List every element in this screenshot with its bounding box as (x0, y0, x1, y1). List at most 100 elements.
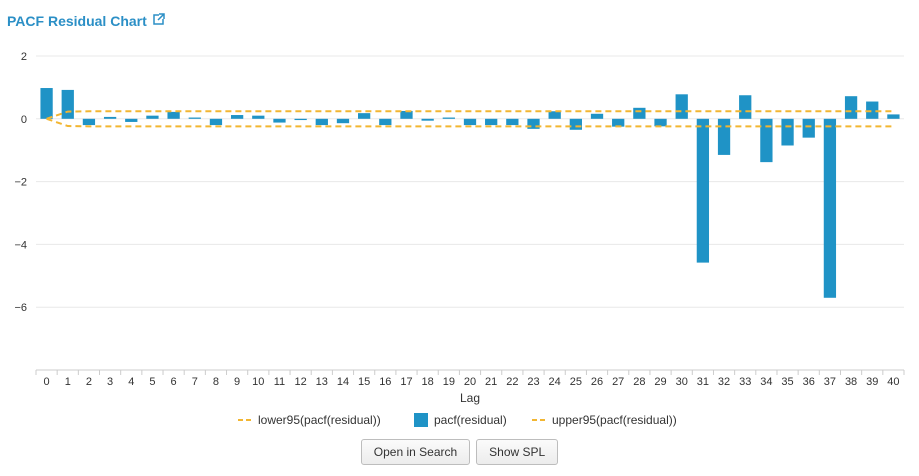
y-axis: 2 0 −2 −4 −6 (14, 51, 27, 314)
legend-item-label[interactable]: lower95(pacf(residual)) (258, 413, 381, 427)
x-tick-label: 23 (527, 376, 539, 388)
pacf-chart: 20−2−4−6 0 1 2 3 4 5 6 7 8 9 10 11 12 13 14 15 16 17 18 19 2… (14, 51, 905, 427)
bar[interactable] (336, 118, 350, 124)
x-tick-label: 21 (485, 376, 497, 388)
bar[interactable] (590, 113, 604, 119)
x-tick-label: 9 (234, 376, 240, 388)
bar[interactable] (209, 118, 223, 126)
x-tick-label: 19 (443, 376, 455, 388)
x-tick-label: 13 (316, 376, 328, 388)
legend-item-label[interactable]: pacf(residual) (434, 413, 507, 427)
legend-swatch (414, 413, 428, 427)
x-tick-label: 20 (464, 376, 476, 388)
bar[interactable] (273, 118, 286, 123)
legend-item-label[interactable]: upper95(pacf(residual)) (552, 413, 677, 427)
bar[interactable] (421, 118, 434, 121)
x-tick-label: 3 (107, 376, 113, 388)
x-tick-label: 0 (44, 376, 50, 388)
bar[interactable] (781, 118, 794, 146)
x-tick-label: 1 (65, 376, 71, 388)
bar[interactable] (146, 115, 159, 119)
bar[interactable] (463, 118, 477, 126)
x-tick-label: 11 (274, 376, 285, 388)
bar[interactable] (802, 118, 815, 138)
action-buttons: Open in Search Show SPL (0, 439, 919, 465)
x-tick-label: 36 (803, 376, 815, 388)
bar[interactable] (82, 118, 96, 126)
bar[interactable] (40, 88, 53, 119)
bar[interactable] (760, 118, 773, 163)
bar[interactable] (61, 89, 74, 119)
bar[interactable] (167, 111, 180, 119)
bar[interactable] (188, 117, 201, 119)
x-tick-label: 4 (128, 376, 134, 388)
bar[interactable] (675, 94, 688, 119)
x-tick-label: 35 (781, 376, 793, 388)
bar[interactable] (506, 118, 519, 126)
x-tick-label: 8 (213, 376, 219, 388)
x-tick-label: 18 (422, 376, 434, 388)
x-tick-label: 14 (337, 376, 349, 388)
bar[interactable] (633, 107, 646, 119)
x-tick-label: 6 (171, 376, 177, 388)
bar[interactable] (612, 118, 625, 127)
bar[interactable] (230, 115, 244, 119)
x-tick-label: 2 (86, 376, 92, 388)
bar[interactable] (887, 114, 900, 119)
band-lines (46, 110, 894, 128)
bar[interactable] (294, 118, 307, 121)
bar[interactable] (866, 101, 879, 119)
x-tick-label: 12 (295, 376, 307, 388)
bar[interactable] (527, 118, 540, 129)
x-tick-label: 24 (549, 376, 561, 388)
y-tick-label: −2 (14, 177, 27, 189)
bar[interactable] (379, 118, 392, 126)
x-tick-label: 29 (654, 376, 666, 388)
bar[interactable] (125, 118, 138, 122)
x-tick-label: 28 (633, 376, 645, 388)
bar[interactable] (569, 118, 582, 130)
y-tick-label: −4 (14, 239, 27, 251)
legend: lower95(pacf(residual)) pacf(residual) upp… (238, 413, 677, 427)
x-tick-label: 15 (358, 376, 370, 388)
bar[interactable] (654, 118, 667, 127)
bar[interactable] (823, 118, 837, 298)
x-axis-title: Lag (460, 391, 480, 405)
x-tick-label: 34 (760, 376, 772, 388)
show-spl-button[interactable]: Show SPL (476, 439, 559, 465)
bar[interactable] (739, 95, 752, 119)
grid-lines (36, 55, 904, 308)
bar[interactable] (717, 118, 731, 155)
x-axis: 0 1 2 3 4 5 6 7 8 9 10 11 12 13 14 15 16 17 18 19 20 21 22 23 24… (35, 369, 905, 388)
x-tick-label: 27 (612, 376, 624, 388)
external-link-icon[interactable] (153, 12, 165, 30)
bar[interactable] (103, 116, 117, 119)
bar[interactable] (252, 115, 265, 119)
x-tick-label: 26 (591, 376, 603, 388)
x-tick-label: 30 (676, 376, 688, 388)
x-tick-label: 5 (149, 376, 155, 388)
bar[interactable] (548, 111, 561, 119)
chart-title[interactable]: PACF Residual Chart (7, 13, 147, 29)
bar-series (40, 88, 900, 298)
x-tick-label: 10 (252, 376, 264, 388)
bar[interactable] (696, 118, 710, 263)
x-tick-label: 40 (887, 376, 899, 388)
open-in-search-button[interactable]: Open in Search (360, 439, 471, 465)
band-line (46, 110, 894, 120)
bar[interactable] (485, 118, 498, 126)
y-tick-label: 0 (21, 114, 27, 126)
x-tick-label: 31 (697, 376, 709, 388)
x-tick-label: 17 (400, 376, 412, 388)
bar[interactable] (400, 110, 413, 119)
band-line (46, 117, 894, 128)
bar[interactable] (442, 117, 455, 119)
x-tick-label: 32 (718, 376, 730, 388)
x-tick-label: 7 (192, 376, 198, 388)
bar[interactable] (844, 96, 858, 119)
x-tick-label: 22 (506, 376, 518, 388)
x-tick-label: 39 (866, 376, 878, 388)
bar[interactable] (315, 118, 328, 126)
x-tick-label: 37 (824, 376, 836, 388)
bar[interactable] (358, 113, 371, 119)
